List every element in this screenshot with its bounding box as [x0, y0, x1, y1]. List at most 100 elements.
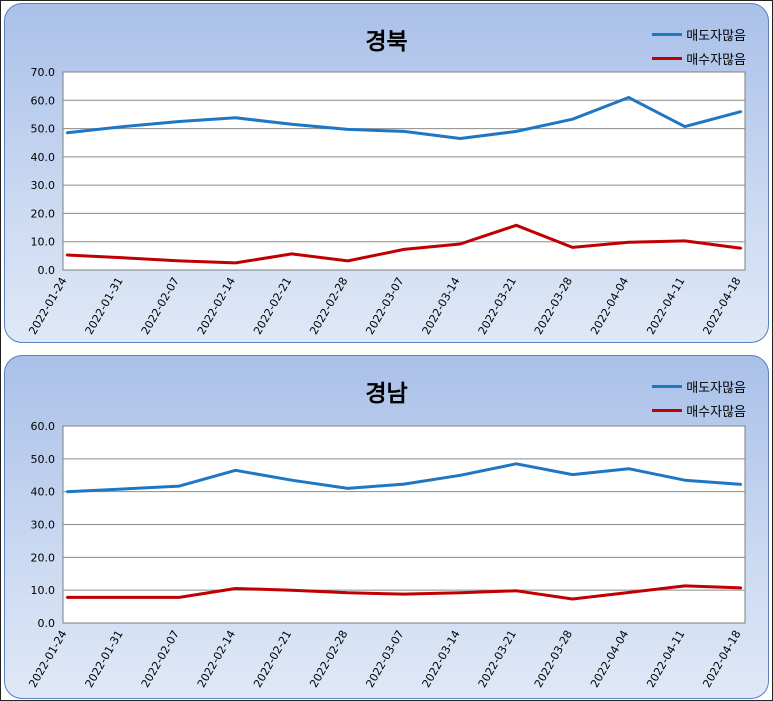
data-point [234, 469, 237, 472]
chart-panel-gyeongbuk: 0.0 10.0 20.0 30.0 40.0 50.0 60.0 70.0 2022-01-2… [4, 3, 769, 343]
x-tick-label: 2022-03-21 [476, 628, 519, 690]
x-tick-label: 2022-02-21 [251, 628, 294, 690]
data-point [178, 259, 181, 263]
data-point [571, 597, 574, 601]
legend: 매도자많음 매수자많음 [652, 22, 746, 70]
x-tick-label: 2022-01-24 [26, 275, 69, 337]
data-point [178, 484, 181, 488]
data-point [178, 120, 181, 123]
y-tick-label: 0.0 [38, 264, 56, 277]
x-tick-label: 2022-04-18 [700, 628, 743, 690]
data-point [683, 584, 687, 588]
data-point [683, 478, 687, 482]
data-point [121, 125, 125, 128]
y-tick-label: 20.0 [31, 551, 56, 564]
data-point [121, 256, 125, 260]
y-tick-label: 10.0 [31, 584, 56, 597]
data-point [739, 247, 743, 250]
data-point [290, 478, 293, 482]
data-point [515, 589, 518, 593]
x-tick-label: 2022-02-07 [139, 628, 182, 690]
data-point [627, 96, 630, 99]
x-tick-label: 2022-02-14 [195, 275, 238, 337]
chart-panel-gyeongnam: 0.0 10.0 20.0 30.0 40.0 50.0 60.0 2022-01-24 202… [4, 355, 769, 699]
data-point [402, 248, 406, 251]
legend-item-buy: 매수자많음 [652, 398, 746, 422]
data-point [121, 596, 125, 599]
legend-swatch-sell [652, 384, 683, 388]
y-tick-label: 30.0 [31, 179, 56, 192]
data-point [346, 487, 350, 490]
y-tick-label: 60.0 [31, 94, 56, 107]
x-tick-label: 2022-04-04 [588, 628, 631, 690]
x-tick-label: 2022-03-28 [532, 275, 575, 337]
data-point [458, 242, 462, 246]
x-tick-label: 2022-04-11 [644, 628, 687, 690]
y-tick-label: 60.0 [31, 420, 56, 433]
x-tick-label: 2022-03-21 [476, 275, 519, 337]
x-tick-label: 2022-02-28 [307, 628, 350, 690]
data-point [458, 474, 462, 477]
x-tick-label: 2022-04-18 [700, 275, 743, 337]
x-tick-label: 2022-03-07 [363, 628, 406, 690]
x-tick-label: 2022-01-31 [83, 628, 126, 690]
y-tick-label: 10.0 [31, 236, 56, 249]
data-point [402, 592, 406, 596]
chart-svg-gyeongbuk: 0.0 10.0 20.0 30.0 40.0 50.0 60.0 70.0 2022-01-2… [26, 66, 746, 337]
data-point [515, 224, 518, 227]
legend-swatch-sell [652, 32, 683, 36]
data-point [627, 591, 630, 594]
legend-item-buy: 매수자많음 [652, 46, 746, 70]
data-point [571, 246, 574, 249]
data-point [739, 483, 743, 486]
data-point [178, 596, 181, 599]
legend-label-sell: 매도자많음 [686, 380, 746, 396]
chart-title: 경북 [365, 29, 408, 55]
y-tick-label: 40.0 [31, 151, 56, 164]
y-tick-label: 0.0 [38, 617, 56, 630]
data-point [402, 130, 406, 133]
data-point [571, 473, 574, 476]
data-point [65, 490, 69, 493]
data-point [65, 253, 69, 257]
data-point [346, 259, 350, 263]
x-tick-label: 2022-02-14 [195, 628, 238, 690]
y-tick-label: 40.0 [31, 486, 56, 499]
x-tick-label: 2022-04-11 [644, 275, 687, 337]
y-tick-label: 70.0 [31, 66, 56, 79]
chart-svg-gyeongnam: 0.0 10.0 20.0 30.0 40.0 50.0 60.0 2022-01-24 202… [26, 420, 746, 690]
data-point [290, 252, 293, 256]
plot-area [62, 71, 746, 271]
chart-title: 경남 [365, 381, 408, 407]
data-point [121, 487, 125, 491]
legend-label-buy: 매수자많음 [686, 52, 746, 68]
x-tick-label: 2022-01-31 [83, 275, 126, 337]
legend-item-sell: 매도자많음 [652, 22, 746, 46]
x-tick-label: 2022-03-14 [420, 275, 463, 337]
x-tick-label: 2022-04-04 [588, 275, 631, 337]
y-tick-label: 30.0 [31, 519, 56, 532]
x-tick-label: 2022-02-21 [251, 275, 294, 337]
data-point [234, 116, 237, 120]
data-point [571, 118, 574, 121]
data-point [515, 462, 518, 465]
legend-item-sell: 매도자많음 [652, 374, 746, 398]
x-tick-label: 2022-02-07 [139, 275, 182, 337]
data-point [65, 131, 69, 135]
x-tick-label: 2022-02-28 [307, 275, 350, 337]
data-point [458, 137, 462, 140]
legend-label-buy: 매수자많음 [686, 404, 746, 420]
data-point [402, 482, 406, 486]
x-tick-label: 2022-01-24 [26, 628, 69, 690]
data-point [346, 128, 350, 131]
data-point [627, 467, 630, 470]
data-point [290, 588, 293, 592]
legend: 매도자많음 매수자많음 [652, 374, 746, 422]
data-point [458, 591, 462, 594]
data-point [234, 261, 237, 265]
data-point [65, 596, 69, 599]
y-tick-label: 20.0 [31, 207, 56, 220]
legend-swatch-buy [652, 408, 683, 412]
x-tick-label: 2022-03-07 [363, 275, 406, 337]
